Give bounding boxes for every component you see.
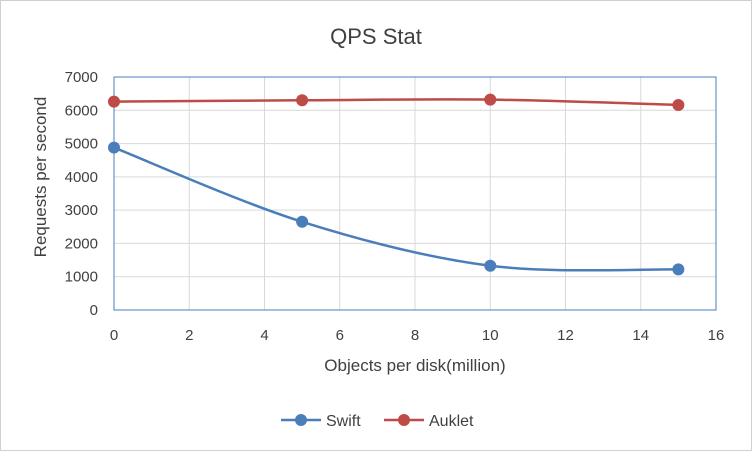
x-tick-label: 8	[411, 327, 419, 344]
y-tick-label: 4000	[65, 169, 98, 186]
x-tick-label: 2	[185, 327, 193, 344]
x-axis-title: Objects per disk(million)	[324, 356, 505, 375]
data-point-auklet	[672, 98, 685, 111]
y-tick-label: 1000	[65, 269, 98, 286]
legend-label-auklet: Auklet	[429, 413, 474, 430]
legend-marker-auklet	[398, 414, 410, 426]
y-axis-title: Requests per second	[31, 97, 50, 258]
data-point-swift	[296, 215, 309, 228]
x-tick-label: 14	[632, 327, 649, 344]
x-tick-label: 0	[110, 327, 118, 344]
x-tick-label: 4	[260, 327, 268, 344]
data-point-swift	[672, 263, 685, 276]
y-tick-label: 3000	[65, 202, 98, 219]
tick-labels: 0 1000 2000 3000 4000 5000 6000 7000 0 2 4 6 8 10 12 14…	[65, 69, 725, 344]
data-point-auklet	[108, 95, 120, 108]
y-tick-label: 0	[90, 302, 98, 319]
legend-label-swift: Swift	[326, 413, 361, 430]
chart-title: QPS Stat	[330, 24, 422, 49]
series-line-swift	[113, 146, 679, 272]
data-point-swift	[484, 259, 497, 272]
x-tick-label: 6	[336, 327, 344, 344]
data-point-auklet	[484, 93, 497, 106]
x-tick-label: 12	[557, 327, 574, 344]
legend-marker-swift	[295, 414, 307, 426]
x-tick-label: 16	[708, 327, 725, 344]
series-lines	[108, 93, 685, 276]
y-tick-label: 7000	[65, 69, 98, 86]
legend: Swift Auklet	[281, 413, 474, 430]
x-tick-label: 10	[482, 327, 499, 344]
series-line-auklet	[113, 98, 679, 107]
plot-area-border	[113, 76, 717, 311]
gridlines	[113, 76, 717, 311]
data-point-auklet	[296, 94, 309, 107]
y-tick-label: 6000	[65, 102, 98, 119]
y-tick-label: 2000	[65, 235, 98, 252]
y-tick-label: 5000	[65, 136, 98, 153]
data-point-swift	[108, 141, 120, 154]
